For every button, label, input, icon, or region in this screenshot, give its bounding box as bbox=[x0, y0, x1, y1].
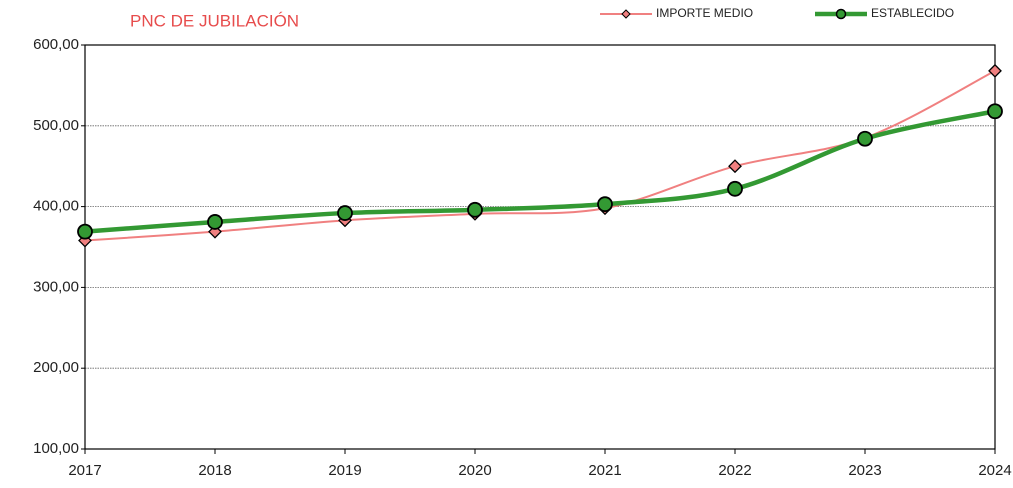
y-tick-label: 100,00 bbox=[33, 440, 79, 457]
y-tick-label: 600,00 bbox=[33, 36, 79, 53]
diamond-marker bbox=[728, 159, 742, 174]
legend-label: ESTABLECIDO bbox=[871, 6, 954, 20]
x-tick-label: 2019 bbox=[328, 462, 361, 479]
x-tick-label: 2022 bbox=[718, 462, 751, 479]
circle-marker bbox=[467, 201, 483, 218]
circle-marker bbox=[987, 103, 1003, 120]
circle-marker bbox=[727, 180, 743, 197]
y-tick-label: 200,00 bbox=[33, 359, 79, 376]
x-tick-label: 2024 bbox=[978, 462, 1011, 479]
legend-marker bbox=[835, 8, 847, 20]
x-tick-label: 2020 bbox=[458, 462, 491, 479]
y-tick-label: 300,00 bbox=[33, 278, 79, 295]
diamond-marker bbox=[988, 63, 1002, 78]
circle-marker bbox=[77, 223, 93, 240]
circle-marker bbox=[597, 196, 613, 213]
circle-marker bbox=[857, 130, 873, 147]
plot-frame bbox=[84, 44, 996, 450]
y-tick-label: 500,00 bbox=[33, 117, 79, 134]
circle-marker bbox=[337, 205, 353, 221]
series-line bbox=[84, 109, 996, 234]
series-line bbox=[84, 69, 996, 242]
legend-label: IMPORTE MEDIO bbox=[656, 6, 753, 20]
x-tick-label: 2021 bbox=[588, 462, 621, 479]
chart-title: PNC DE JUBILACIÓN bbox=[130, 11, 299, 30]
x-tick-label: 2023 bbox=[848, 462, 881, 479]
circle-marker bbox=[207, 214, 223, 230]
y-tick-label: 400,00 bbox=[33, 198, 79, 215]
x-tick-label: 2017 bbox=[68, 462, 101, 479]
legend-marker bbox=[621, 9, 631, 19]
x-tick-label: 2018 bbox=[198, 462, 231, 479]
